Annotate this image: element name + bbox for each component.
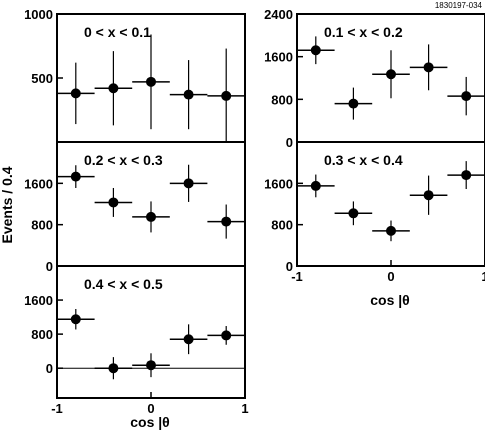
panel-title: 0.1 < x < 0.2 xyxy=(324,24,403,40)
y-tick-label: 2400 xyxy=(264,7,293,22)
data-point xyxy=(108,197,119,208)
y-tick-label: 500 xyxy=(31,71,53,86)
data-point xyxy=(221,90,232,101)
data-point xyxy=(108,363,119,374)
x-tick-label: -1 xyxy=(291,269,303,284)
data-point xyxy=(183,334,194,345)
data-point xyxy=(221,330,232,341)
panel-3: 0 800 1600 0.2 < x < 0.3 xyxy=(24,141,246,274)
data-point xyxy=(386,69,396,80)
y-tick-label: 1600 xyxy=(264,50,293,65)
y-tick-label: 0 xyxy=(286,135,293,150)
x-axis-label-left: cos |θ xyxy=(130,414,170,430)
x-tick-label: 0 xyxy=(387,269,394,284)
x-axis-label-right: cos |θ xyxy=(370,292,410,308)
data-point xyxy=(348,98,359,109)
y-tick-label: 0 xyxy=(46,259,53,274)
data-point xyxy=(348,208,359,219)
data-point xyxy=(183,89,194,100)
figure-id: 1830197-034 xyxy=(435,1,483,10)
data-point xyxy=(108,83,119,94)
panel-title: 0.4 < x < 0.5 xyxy=(84,276,163,292)
panel-title: 0.2 < x < 0.3 xyxy=(84,152,163,168)
panel-5: 0 800 1600 -1 0 1 0.4 < x < 0.5 xyxy=(24,265,249,416)
y-tick-label: 0 xyxy=(46,361,53,376)
data-point xyxy=(423,190,434,201)
y-tick-label: 1600 xyxy=(24,176,53,191)
x-tick-label: 0 xyxy=(147,401,154,416)
y-axis-label: Events / 0.4 xyxy=(0,166,15,243)
y-tick-label: 800 xyxy=(31,327,53,342)
data-point xyxy=(183,178,194,189)
y-tick-label: 1000 xyxy=(24,7,53,22)
data-point xyxy=(70,88,81,99)
y-tick-label: 1600 xyxy=(24,293,53,308)
panel-1: 500 1000 0 < x < 0.1 xyxy=(24,7,246,143)
y-tick-label: 800 xyxy=(271,92,293,107)
data-point xyxy=(461,170,472,181)
y-tick-label: 0 xyxy=(286,259,293,274)
data-point xyxy=(461,91,472,102)
data-point xyxy=(423,62,434,73)
y-tick-label: 800 xyxy=(31,218,53,233)
data-point xyxy=(70,314,81,325)
data-point xyxy=(310,180,321,191)
data-point xyxy=(70,171,81,182)
panel-2: 0 800 1600 2400 0.1 < x < 0.2 xyxy=(264,7,485,150)
data-point xyxy=(221,216,232,227)
data-point xyxy=(386,225,396,236)
data-point xyxy=(146,211,156,222)
y-tick-label: 800 xyxy=(271,218,293,233)
data-point xyxy=(146,360,156,371)
panel-title: 0 < x < 0.1 xyxy=(84,24,151,40)
y-tick-label: 1600 xyxy=(264,176,293,191)
data-point xyxy=(146,76,156,87)
x-tick-label: -1 xyxy=(51,401,63,416)
x-tick-label: 1 xyxy=(241,401,248,416)
panel-title: 0.3 < x < 0.4 xyxy=(324,152,403,168)
x-tick-label: 1 xyxy=(481,269,485,284)
data-point xyxy=(310,45,321,56)
